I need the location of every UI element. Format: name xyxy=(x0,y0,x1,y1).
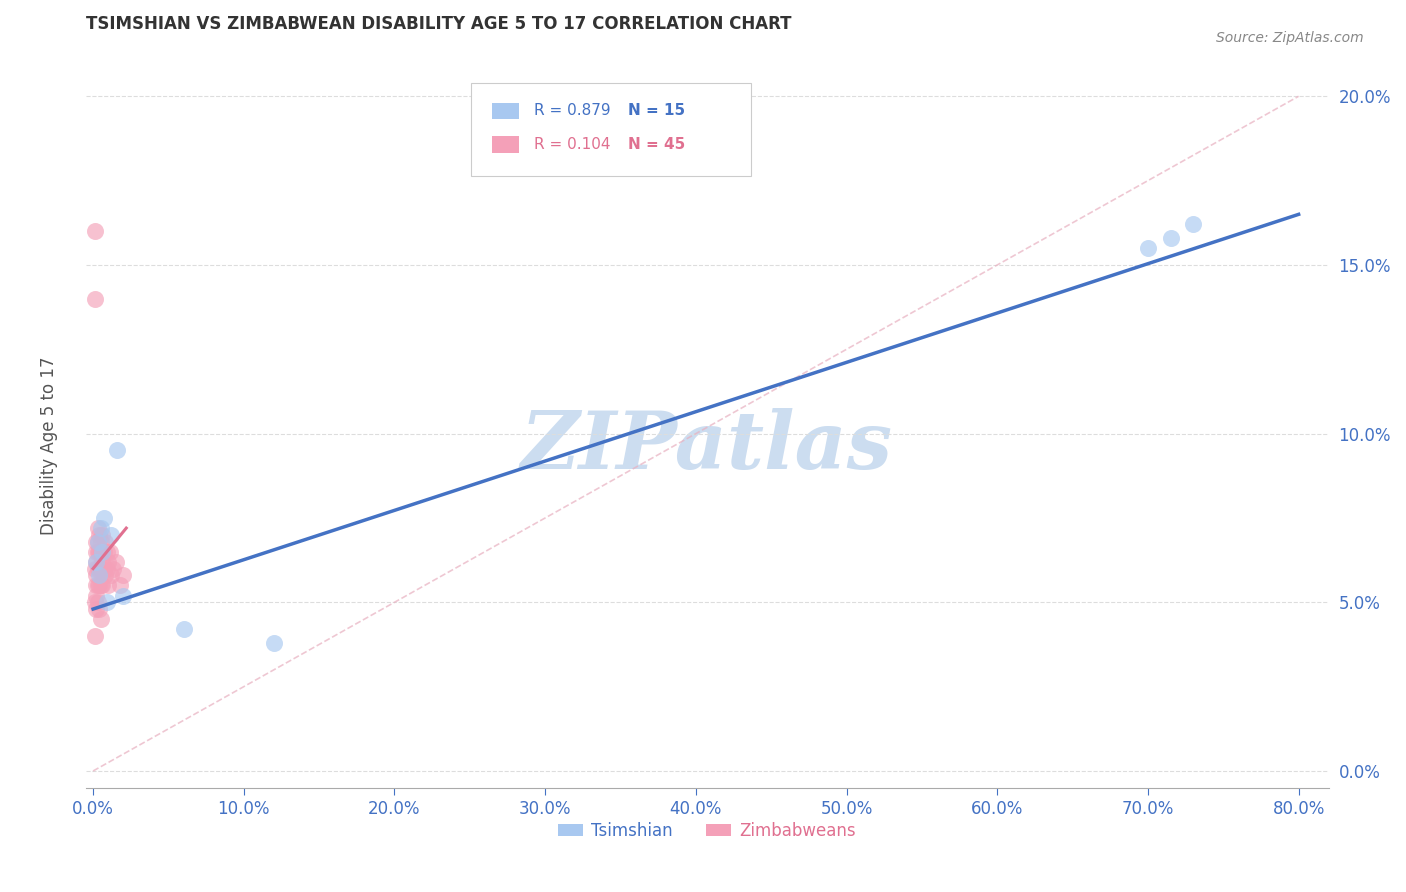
Point xyxy=(97,555,120,569)
Point xyxy=(173,622,195,636)
Point xyxy=(89,528,111,542)
Text: R = 0.879: R = 0.879 xyxy=(534,103,612,119)
Point xyxy=(94,568,117,582)
Point xyxy=(93,561,115,575)
Point xyxy=(105,443,128,458)
Point xyxy=(89,578,111,592)
Point xyxy=(1182,218,1205,232)
Point xyxy=(91,555,114,569)
Point xyxy=(86,561,108,575)
Text: Disability Age 5 to 17: Disability Age 5 to 17 xyxy=(41,357,58,535)
Point xyxy=(93,544,115,558)
Point xyxy=(93,511,115,525)
Legend: Tsimshian, Zimbabweans: Tsimshian, Zimbabweans xyxy=(551,815,863,847)
Point xyxy=(90,534,112,549)
FancyBboxPatch shape xyxy=(492,136,519,153)
Point xyxy=(90,561,112,575)
Point xyxy=(100,528,122,542)
Point xyxy=(86,544,108,558)
Point xyxy=(89,561,111,575)
Point xyxy=(86,578,108,592)
Point xyxy=(90,578,112,592)
Point xyxy=(89,602,111,616)
Point xyxy=(83,292,105,306)
Point xyxy=(263,636,285,650)
Text: Source: ZipAtlas.com: Source: ZipAtlas.com xyxy=(1216,31,1364,45)
Point xyxy=(84,544,107,558)
Point xyxy=(110,578,132,592)
FancyBboxPatch shape xyxy=(492,103,519,120)
Point xyxy=(84,555,107,569)
Point xyxy=(91,528,114,542)
Point xyxy=(84,589,107,603)
Point xyxy=(86,534,108,549)
Point xyxy=(112,568,135,582)
Text: N = 45: N = 45 xyxy=(627,136,685,152)
Point xyxy=(98,544,121,558)
Point xyxy=(84,602,107,616)
Point xyxy=(97,578,120,592)
Text: TSIMSHIAN VS ZIMBABWEAN DISABILITY AGE 5 TO 17 CORRELATION CHART: TSIMSHIAN VS ZIMBABWEAN DISABILITY AGE 5… xyxy=(86,15,792,33)
Text: ZIPatlas: ZIPatlas xyxy=(522,408,893,485)
FancyBboxPatch shape xyxy=(471,83,751,176)
Point xyxy=(83,561,105,575)
Point xyxy=(90,521,112,535)
Point xyxy=(91,544,114,558)
Text: N = 15: N = 15 xyxy=(627,103,685,119)
Point xyxy=(84,534,107,549)
Point xyxy=(89,544,111,558)
Point xyxy=(1160,231,1182,245)
Point xyxy=(96,561,118,575)
Point xyxy=(112,589,135,603)
Point xyxy=(84,555,107,569)
Point xyxy=(90,612,112,626)
Point xyxy=(83,629,105,643)
Point xyxy=(83,224,105,238)
Point xyxy=(90,544,112,558)
Point xyxy=(86,534,108,549)
Text: R = 0.104: R = 0.104 xyxy=(534,136,610,152)
Point xyxy=(104,555,127,569)
Point xyxy=(96,595,118,609)
Point xyxy=(86,521,108,535)
Point xyxy=(101,561,124,575)
Point xyxy=(100,568,122,582)
Point xyxy=(89,568,111,582)
Point xyxy=(84,578,107,592)
Point xyxy=(84,568,107,582)
Point xyxy=(96,544,118,558)
Point xyxy=(1136,241,1159,255)
Point xyxy=(91,578,114,592)
Point xyxy=(94,534,117,549)
Point xyxy=(86,595,108,609)
Point xyxy=(83,595,105,609)
